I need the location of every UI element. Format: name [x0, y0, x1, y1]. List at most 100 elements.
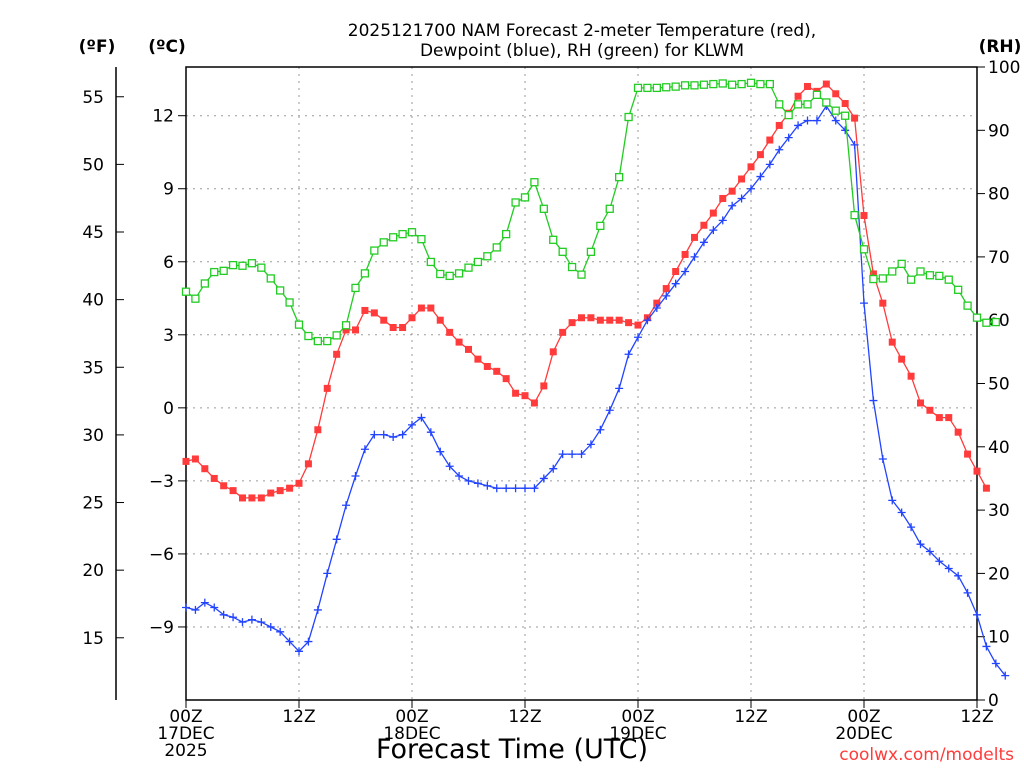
dewpoint-point	[728, 201, 737, 210]
temperature-point	[248, 494, 256, 502]
x-tick-date-label: 20DEC	[835, 724, 892, 744]
rh-point	[492, 243, 501, 252]
temperature-point	[945, 414, 953, 422]
dewpoint-point	[709, 226, 718, 235]
fahrenheit-tick-label: 55	[82, 88, 104, 108]
temperature-point	[229, 487, 237, 495]
dewpoint-point	[408, 420, 416, 429]
rh-point	[210, 267, 219, 277]
x-tick-label: 00Z	[847, 707, 880, 727]
dewpoint-point	[944, 564, 953, 573]
rh-point	[925, 271, 935, 280]
dewpoint-point	[276, 627, 285, 636]
rh-tick-label: 10	[988, 628, 1010, 648]
rh-point	[511, 198, 520, 207]
rh-point	[389, 233, 398, 242]
dewpoint-point	[285, 637, 294, 646]
dewpoint-point	[954, 571, 963, 580]
dewpoint-point	[210, 603, 219, 612]
rh-point	[285, 298, 294, 307]
dewpoint-point	[436, 447, 445, 456]
dewpoint-point	[530, 484, 539, 493]
x-tick-label: 12Z	[734, 707, 767, 727]
rh-point	[445, 271, 454, 281]
rh-point	[370, 246, 379, 255]
x-tick-date-label: 18DEC	[383, 724, 440, 744]
temperature-point	[257, 494, 265, 502]
dewpoint-point	[803, 116, 812, 125]
dewpoint-point	[1001, 671, 1010, 680]
rh-tick-label: 70	[988, 248, 1010, 268]
rh-point	[963, 301, 972, 310]
dewpoint-point	[521, 484, 529, 493]
rh-tick-label: 80	[988, 185, 1010, 205]
rh-point	[351, 283, 360, 293]
dewpoint-point	[351, 472, 360, 481]
x-tick-label: 12Z	[282, 707, 315, 727]
temperature-point	[662, 285, 670, 293]
rh-point	[775, 100, 784, 109]
celsius-tick-label: 0	[163, 399, 174, 419]
dewpoint-point	[247, 615, 256, 624]
temperature-point	[738, 175, 746, 183]
x-tick-date-label: 2025	[164, 741, 207, 761]
temperature-point	[540, 382, 548, 390]
temperature-point	[267, 489, 275, 497]
temperature-point	[530, 399, 538, 407]
rh-point	[737, 79, 746, 89]
rh-point	[991, 317, 1000, 327]
dewpoint-point	[897, 508, 906, 517]
dewpoint-point	[511, 484, 520, 493]
rh-point	[765, 79, 774, 89]
dewpoint-point	[662, 291, 671, 300]
dewpoint-point	[549, 464, 558, 473]
rh-point	[897, 259, 906, 269]
dewpoint-point	[860, 299, 868, 308]
temperature-point	[333, 350, 341, 358]
rh-point	[841, 111, 850, 120]
dewpoint-point	[370, 430, 379, 439]
temperature-point	[370, 309, 378, 317]
temperature-point	[210, 474, 218, 482]
temperature-line	[185, 83, 987, 499]
dewpoint-point	[483, 481, 492, 490]
fahrenheit-tick-label: 25	[82, 494, 104, 514]
temperature-point	[681, 250, 689, 258]
dewpoint-point	[577, 450, 586, 459]
rh-point	[586, 247, 596, 256]
rh-point	[652, 83, 661, 93]
temperature-point	[851, 114, 859, 122]
rh-point	[398, 229, 407, 239]
dewpoint-point	[502, 484, 511, 493]
rh-point	[822, 98, 831, 107]
x-tick-date-label: 17DEC	[157, 724, 214, 744]
temperature-point	[559, 328, 567, 336]
dewpoint-point	[869, 396, 878, 405]
dewpoint-point	[332, 535, 341, 544]
dewpoint-point	[747, 184, 755, 193]
temperature-point	[794, 92, 802, 100]
temperature-point	[606, 316, 614, 324]
rh-point	[803, 100, 812, 109]
rh-point	[662, 83, 671, 92]
rh-point	[181, 287, 191, 296]
rh-point	[473, 257, 483, 267]
temperature-point	[342, 326, 350, 334]
rh-series	[181, 78, 1000, 346]
temperature-point	[455, 338, 463, 346]
rh-point	[360, 269, 370, 278]
dewpoint-point	[652, 304, 661, 313]
rh-point	[332, 331, 341, 340]
temperature-point	[389, 324, 397, 332]
dewpoint-series	[182, 101, 1010, 680]
dewpoint-point	[963, 588, 972, 597]
temperature-point	[766, 136, 774, 144]
rh-point	[690, 81, 699, 90]
dewpoint-point	[841, 126, 850, 135]
celsius-tick-label: −3	[149, 472, 174, 492]
temperature-point	[286, 484, 294, 492]
celsius-tick-label: 3	[163, 326, 174, 346]
celsius-tick-label: −6	[149, 545, 174, 565]
rh-point	[539, 204, 548, 213]
rh-point	[464, 263, 473, 272]
